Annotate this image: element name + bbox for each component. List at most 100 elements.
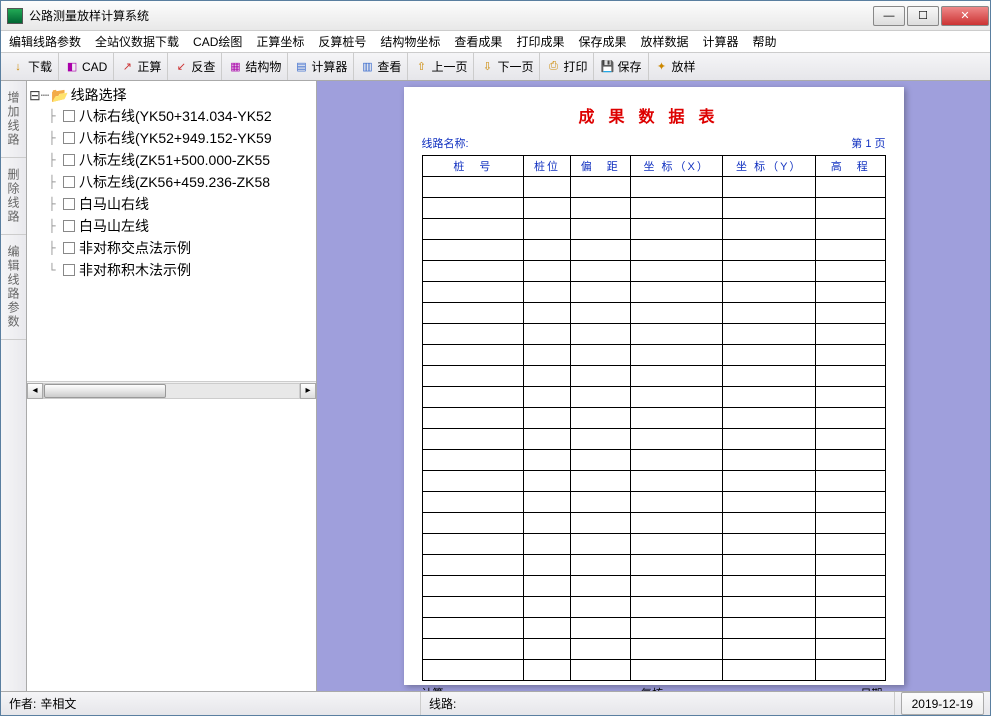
table-row [422, 450, 885, 471]
menu-item[interactable]: 保存成果 [574, 31, 630, 52]
table-row [422, 366, 885, 387]
tree-checkbox[interactable] [63, 198, 75, 210]
tree-checkbox[interactable] [63, 132, 75, 144]
table-header: 高 程 [816, 156, 885, 177]
table-row [422, 639, 885, 660]
toolbar-icon: ↙ [174, 60, 188, 74]
toolbar-item[interactable]: ▦结构物 [222, 53, 288, 80]
toolbar-label: 放样 [672, 58, 696, 75]
tree-item[interactable]: └非对称积木法示例 [41, 259, 314, 281]
table-row [422, 261, 885, 282]
toolbar-item[interactable]: ↙反查 [168, 53, 222, 80]
tree-checkbox[interactable] [63, 110, 75, 122]
table-header: 坐 标（Y） [723, 156, 816, 177]
menu-item[interactable]: 查看成果 [450, 31, 506, 52]
table-row [422, 177, 885, 198]
close-button[interactable]: ✕ [941, 6, 989, 26]
toolbar-label: 正算 [137, 58, 161, 75]
tree-item[interactable]: ├白马山左线 [41, 215, 314, 237]
toolbar-label: 上一页 [431, 58, 467, 75]
tree-item-label: 八标左线(ZK56+459.236-ZK58 [79, 172, 270, 192]
menubar: 编辑线路参数全站仪数据下载 CAD绘图正算坐标反算桩号结构物坐标查看成果打印成果保… [1, 31, 990, 53]
tree-item-label: 白马山右线 [79, 194, 149, 214]
table-row [422, 513, 885, 534]
toolbar-item[interactable]: 💾保存 [594, 53, 648, 80]
toolbar-icon: ▥ [360, 60, 374, 74]
toolbar-item[interactable]: ✦放样 [649, 53, 702, 80]
toolbar-label: 下一页 [497, 58, 533, 75]
table-row [422, 198, 885, 219]
report-page: 成果数据表 线路名称: 第 1 页 桩 号桩位偏 距坐 标（X）坐 标（Y）高 … [404, 87, 904, 685]
minimize-button[interactable]: — [873, 6, 905, 26]
document-area: 成果数据表 线路名称: 第 1 页 桩 号桩位偏 距坐 标（X）坐 标（Y）高 … [317, 81, 990, 691]
tree-checkbox[interactable] [63, 220, 75, 232]
toolbar-item[interactable]: ↗正算 [114, 53, 168, 80]
vertical-tab[interactable]: 编辑线路参数 [1, 235, 26, 340]
menu-item[interactable]: 编辑线路参数 [5, 31, 85, 52]
scroll-track[interactable] [43, 383, 300, 399]
toolbar: ↓下载◧CAD↗正算↙反查▦结构物▤计算器▥查看⇧上一页⇩下一页⎙打印💾保存✦放… [1, 53, 990, 81]
tree-checkbox[interactable] [63, 264, 75, 276]
status-route: 线路: [421, 692, 895, 715]
line-name-label: 线路名称: [422, 135, 469, 151]
toolbar-label: 计算器 [311, 58, 347, 75]
scroll-right-button[interactable]: ▸ [300, 383, 316, 399]
vertical-tab[interactable]: 删除线路 [1, 158, 26, 235]
toolbar-item[interactable]: ⎙打印 [540, 53, 594, 80]
table-row [422, 303, 885, 324]
tree-item[interactable]: ├白马山右线 [41, 193, 314, 215]
toolbar-icon: ⇧ [414, 60, 428, 74]
table-header: 偏 距 [570, 156, 630, 177]
menu-item[interactable]: 结构物坐标 [376, 31, 444, 52]
tree-item[interactable]: ├非对称交点法示例 [41, 237, 314, 259]
statusbar: 作者: 辛相文 线路: 2019-12-19 [1, 691, 990, 715]
table-row [422, 387, 885, 408]
tree-item-label: 非对称交点法示例 [79, 238, 191, 258]
menu-item[interactable]: 反算桩号 [314, 31, 370, 52]
tree-root-label: 线路选择 [71, 85, 127, 105]
toolbar-icon: ↗ [120, 60, 134, 74]
tree-item[interactable]: ├八标右线(YK50+314.034-YK52 [41, 105, 314, 127]
toolbar-item[interactable]: ⇩下一页 [474, 53, 540, 80]
menu-item[interactable]: 全站仪数据下载 [91, 31, 183, 52]
toolbar-item[interactable]: ↓下载 [5, 53, 59, 80]
result-table: 桩 号桩位偏 距坐 标（X）坐 标（Y）高 程 [422, 155, 886, 681]
scroll-thumb[interactable] [44, 384, 166, 398]
menu-item[interactable]: 放样数据 [636, 31, 692, 52]
tree-checkbox[interactable] [63, 242, 75, 254]
toolbar-label: 反查 [191, 58, 215, 75]
tree-item[interactable]: ├八标左线(ZK56+459.236-ZK58 [41, 171, 314, 193]
menu-item[interactable]: 计算器 [698, 31, 742, 52]
table-header: 坐 标（X） [630, 156, 723, 177]
tree-item[interactable]: ├八标右线(YK52+949.152-YK59 [41, 127, 314, 149]
toolbar-icon: ◧ [65, 60, 79, 74]
toolbar-item[interactable]: ⇧上一页 [408, 53, 474, 80]
menu-item[interactable]: 打印成果 [512, 31, 568, 52]
toolbar-icon: ⎙ [546, 60, 560, 74]
toolbar-icon: ▦ [228, 60, 242, 74]
menu-item[interactable]: 正算坐标 [252, 31, 308, 52]
table-row [422, 429, 885, 450]
tree-checkbox[interactable] [63, 154, 75, 166]
tree-item[interactable]: ├八标左线(ZK51+500.000-ZK55 [41, 149, 314, 171]
table-row [422, 408, 885, 429]
table-row [422, 555, 885, 576]
table-header: 桩 号 [422, 156, 524, 177]
toolbar-item[interactable]: ◧CAD [59, 53, 114, 80]
tree-item-label: 八标右线(YK52+949.152-YK59 [79, 128, 272, 148]
toolbar-item[interactable]: ▥查看 [354, 53, 408, 80]
menu-item[interactable]: CAD绘图 [189, 31, 246, 52]
toolbar-item[interactable]: ▤计算器 [288, 53, 354, 80]
scroll-left-button[interactable]: ◂ [27, 383, 43, 399]
maximize-button[interactable]: ☐ [907, 6, 939, 26]
status-date: 2019-12-19 [901, 692, 984, 715]
tree-hscrollbar[interactable]: ◂ ▸ [27, 381, 316, 399]
vertical-tab[interactable]: 增加线路 [1, 81, 26, 158]
main-area: 增加线路删除线路编辑线路参数 ⊟┈ 📂 线路选择 ├八标右线(YK50+314.… [1, 81, 990, 691]
tree-root[interactable]: ⊟┈ 📂 线路选择 [29, 85, 314, 105]
menu-item[interactable]: 帮助 [749, 31, 781, 52]
route-tree: ⊟┈ 📂 线路选择 ├八标右线(YK50+314.034-YK52├八标右线(Y… [27, 81, 316, 381]
table-row [422, 471, 885, 492]
tree-checkbox[interactable] [63, 176, 75, 188]
table-row [422, 618, 885, 639]
